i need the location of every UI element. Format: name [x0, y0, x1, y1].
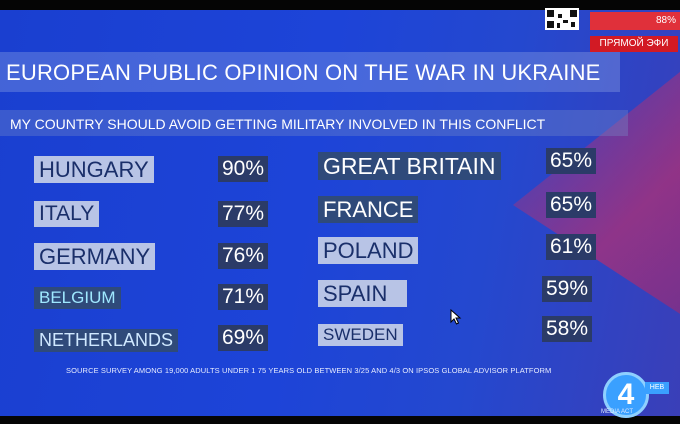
page-title: EUROPEAN PUBLIC OPINION ON THE WAR IN UK… [6, 60, 601, 85]
country-label-france: FRANCE [318, 196, 419, 224]
country-label-hungary: HUNGARY [34, 156, 154, 184]
country-label-great-britain: GREAT BRITAIN [318, 152, 501, 181]
subtitle-strip [0, 110, 628, 136]
live-percent: 88% [655, 15, 676, 26]
value-poland: 61% [546, 234, 597, 261]
value-belgium: 71% [218, 284, 269, 311]
qr-code-icon [545, 8, 579, 30]
media-caption: MEDIA ACT [601, 409, 634, 415]
value-sweden: 58% [542, 316, 593, 343]
mouse-cursor-icon [450, 309, 462, 325]
value-netherlands: 69% [218, 325, 269, 352]
country-label-germany: GERMANY [34, 243, 156, 271]
title-strip [0, 52, 620, 92]
country-label-spain: SPAIN [318, 280, 408, 308]
source-note: SOURCE SURVEY AMONG 19,000 ADULTS UNDER … [66, 366, 552, 375]
value-spain: 59% [542, 276, 593, 303]
value-great-britain: 65% [546, 148, 597, 175]
country-label-belgium: BELGIUM [34, 287, 121, 309]
live-broadcast-label: ПРЯМОЙ ЭФИ [590, 36, 678, 52]
channel-logo-tag: НЕВ [645, 382, 669, 394]
country-label-italy: ITALY [34, 201, 100, 228]
value-france: 65% [546, 192, 597, 219]
page-subtitle: MY COUNTRY SHOULD AVOID GETTING MILITARY… [10, 116, 546, 132]
channel-logo: 4 [603, 372, 649, 418]
live-indicator: 88% [590, 12, 680, 30]
country-label-poland: POLAND [318, 237, 419, 265]
value-germany: 76% [218, 243, 269, 270]
country-label-sweden: SWEDEN [318, 324, 403, 346]
value-italy: 77% [218, 201, 269, 228]
country-label-netherlands: NETHERLANDS [34, 329, 179, 352]
value-hungary: 90% [218, 156, 269, 183]
